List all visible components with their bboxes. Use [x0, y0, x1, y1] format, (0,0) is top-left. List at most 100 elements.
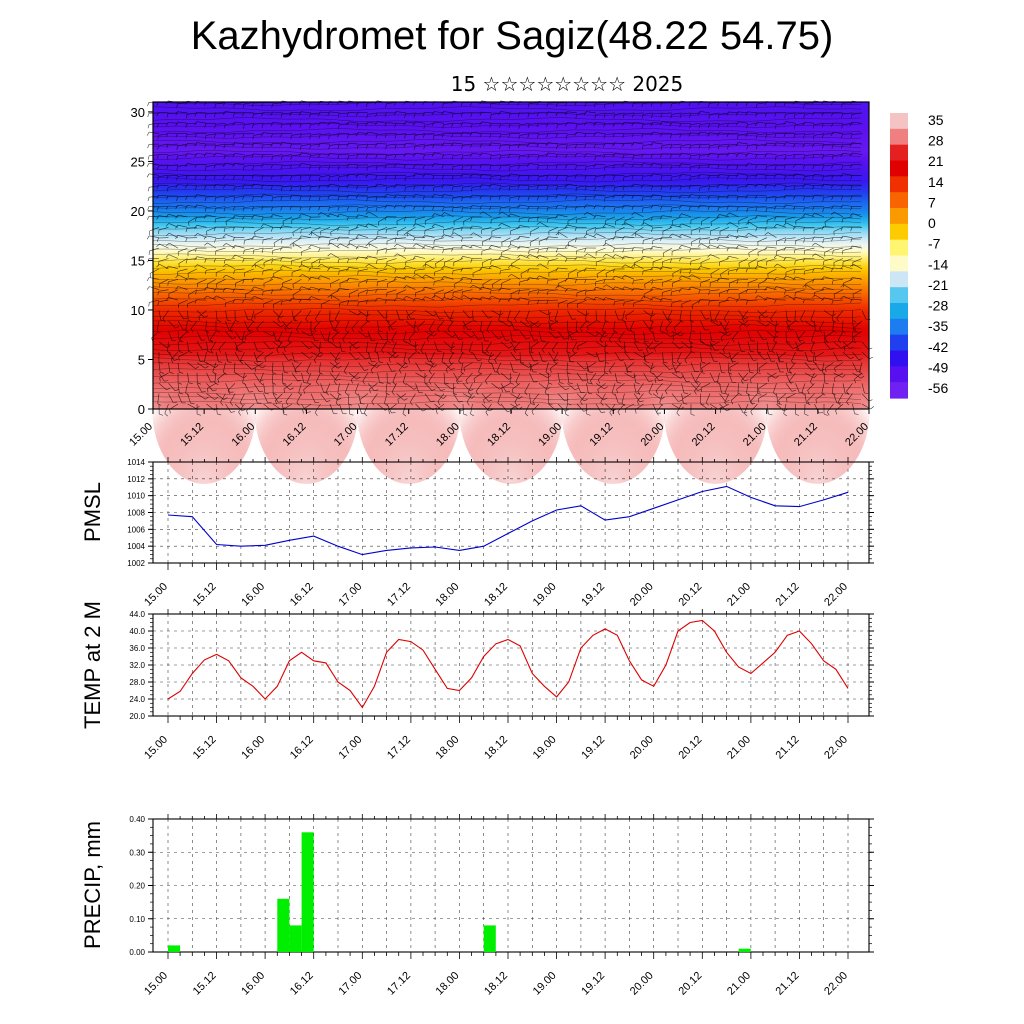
colorbar-swatch-16 [890, 366, 908, 383]
temp-x-tick-label-11: 20.12 [676, 734, 704, 762]
colorbar-label-2: 21 [928, 153, 944, 169]
precip-x-tick-label-11: 20.12 [676, 970, 704, 998]
temp-x-tick-label-3: 16.12 [288, 734, 316, 762]
colorbar-label-4: 7 [928, 195, 936, 211]
temp-y-tick-label-5: 40.0 [129, 627, 145, 636]
temp-y-tick-label-0: 20.0 [129, 712, 145, 721]
isotherm-lines [152, 101, 862, 406]
precip-y-tick-label-3: 0.30 [129, 848, 145, 857]
pmsl-x-tick-label-13: 21.12 [774, 581, 802, 609]
wind-barbs [146, 100, 874, 417]
pmsl-x-tick-label-2: 16.00 [239, 581, 267, 609]
precip-ylabel: PRECIP, mm [80, 821, 105, 949]
colorbar-swatch-1 [890, 128, 908, 146]
temp-x-tick-label-13: 21.12 [774, 734, 802, 762]
colorbar-swatch-0 [890, 113, 908, 130]
precip-x-tick-label-1: 15.12 [191, 970, 219, 998]
colorbar-swatch-3 [890, 160, 908, 177]
precip-x-tick-label-2: 16.00 [239, 970, 267, 998]
colorbar-label-9: -28 [928, 298, 948, 314]
chart-title: Kazhydromet for Sagiz(48.22 54.75) [190, 14, 834, 58]
pmsl-x-tick-label-12: 21.00 [725, 581, 753, 609]
precip-x-tick-label-4: 17.00 [336, 970, 364, 998]
pmsl-x-tick-label-0: 15.00 [142, 581, 170, 609]
precip-x-tick-label-6: 18.00 [434, 970, 462, 998]
precip-x-tick-label-8: 19.00 [531, 970, 559, 998]
colorbar-swatch-12 [890, 303, 908, 320]
pmsl-x-tick-label-5: 17.12 [385, 581, 413, 609]
temp-y-tick-label-6: 44.0 [129, 610, 145, 619]
colorbar-swatch-5 [890, 192, 908, 209]
cross-y-tick-label-0: 0 [138, 402, 145, 417]
temp-y-tick-label-4: 36.0 [129, 644, 145, 653]
cross-y-tick-label-4: 20 [131, 204, 145, 219]
pmsl-x-tick-label-3: 16.12 [288, 581, 316, 609]
temp-panel: 20.0 24.0 28.0 32.0 36.0 40.0 44.0 15.00 15.12 16… [80, 601, 874, 762]
pmsl-y-tick-label-2: 1006 [127, 525, 145, 534]
colorbar-swatch-8 [890, 239, 908, 257]
pmsl-x-tick-label-7: 18.12 [482, 581, 510, 609]
colorbar-swatch-4 [890, 176, 908, 193]
colorbar: 35 28 21 14 7 0 -7 -14 -21 -28 -35 -42 -49 -56 [890, 112, 948, 399]
precip-x-tick-label-14: 22.00 [822, 970, 850, 998]
temp-x-tick-label-5: 17.12 [385, 734, 413, 762]
colorbar-label-1: 28 [928, 133, 944, 149]
colorbar-label-10: -35 [928, 318, 948, 334]
colorbar-label-8: -21 [928, 277, 948, 293]
precip-y-tick-label-1: 0.10 [129, 915, 145, 924]
temp-ylabel: TEMP at 2 M [80, 601, 105, 729]
temp-x-tick-label-0: 15.00 [142, 734, 170, 762]
colorbar-swatch-10 [890, 271, 908, 288]
precip-x-tick-label-10: 20.00 [628, 970, 656, 998]
temp-x-tick-label-4: 17.00 [336, 734, 364, 762]
pmsl-x-tick-label-14: 22.00 [822, 581, 850, 609]
precip-panel: 0.00 0.10 0.20 0.30 0.40 15.00 15.12 16.00 16.12… [80, 814, 874, 998]
colorbar-label-0: 35 [928, 112, 944, 128]
temp-x-tick-label-6: 18.00 [434, 734, 462, 762]
temp-x-tick-label-14: 22.00 [822, 734, 850, 762]
colorbar-swatch-7 [890, 223, 908, 241]
pmsl-y-tick-label-1: 1004 [127, 542, 145, 551]
precip-x-tick-label-13: 21.12 [774, 970, 802, 998]
colorbar-label-13: -56 [928, 380, 948, 396]
colorbar-swatch-11 [890, 287, 908, 304]
temp-x-tick-label-2: 16.00 [239, 734, 267, 762]
precip-y-tick-label-4: 0.40 [129, 815, 145, 824]
pmsl-x-tick-label-4: 17.00 [336, 581, 364, 609]
chart-subtitle: 15 ☆☆☆☆☆☆☆☆ 2025 [450, 72, 684, 96]
temp-grid [153, 614, 869, 716]
precip-bar-0 [168, 945, 181, 952]
precip-bar-2 [289, 925, 302, 952]
pmsl-x-tick-label-11: 20.12 [676, 581, 704, 609]
precip-x-tick-label-0: 15.00 [142, 970, 170, 998]
precip-x-tick-label-5: 17.12 [385, 970, 413, 998]
colorbar-label-7: -14 [928, 256, 948, 272]
pmsl-y-tick-label-3: 1008 [127, 509, 145, 518]
temp-y-tick-label-3: 32.0 [129, 661, 145, 670]
temp-x-tick-label-7: 18.12 [482, 734, 510, 762]
colorbar-swatch-17 [890, 382, 908, 399]
pmsl-x-tick-label-9: 19.12 [579, 581, 607, 609]
pmsl-x-tick-label-1: 15.12 [191, 581, 219, 609]
colorbar-swatch-2 [890, 144, 908, 162]
precip-bar-1 [277, 898, 290, 952]
precip-bar-4 [483, 925, 496, 952]
cross-y-tick-label-5: 25 [131, 154, 145, 169]
temp-y-tick-label-2: 28.0 [129, 678, 145, 687]
cross-y-tick-label-1: 5 [138, 352, 145, 367]
colorbar-label-6: -7 [928, 236, 941, 252]
colorbar-label-11: -42 [928, 339, 948, 355]
colorbar-label-3: 14 [928, 174, 944, 190]
precip-x-tick-label-9: 19.12 [579, 970, 607, 998]
colorbar-label-5: 0 [928, 215, 936, 231]
pmsl-ylabel: PMSL [80, 482, 105, 542]
pmsl-y-tick-label-4: 1010 [127, 492, 145, 501]
temp-x-tick-label-9: 19.12 [579, 734, 607, 762]
temp-series-line [167, 619, 849, 709]
colorbar-swatch-13 [890, 318, 908, 336]
cross-y-tick-label-3: 15 [131, 253, 145, 268]
pmsl-y-tick-label-5: 1012 [127, 475, 145, 484]
colorbar-swatch-14 [890, 334, 908, 352]
